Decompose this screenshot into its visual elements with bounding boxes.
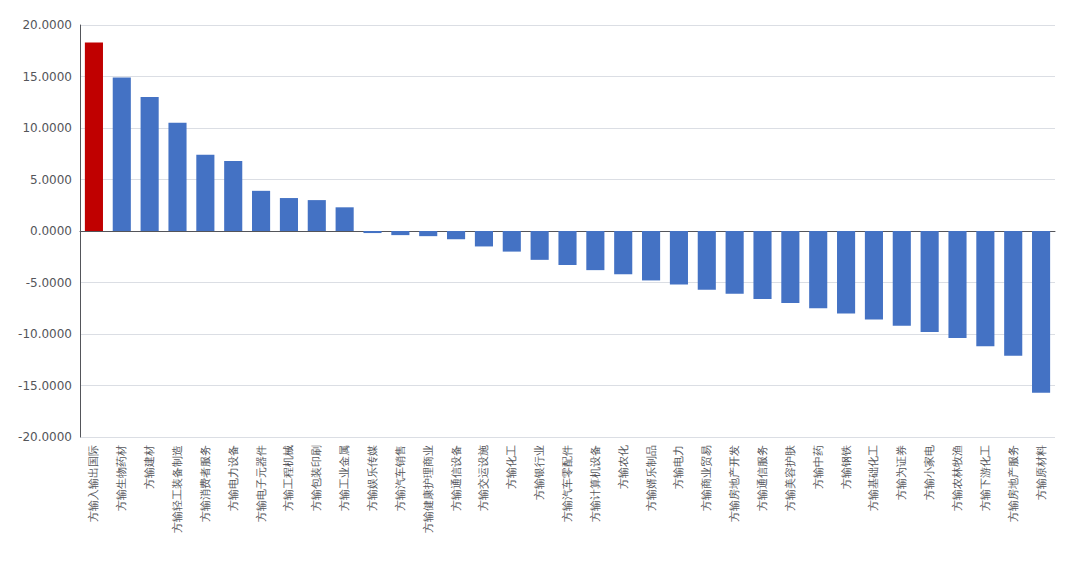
svg-text:方输计算机设备: 方输计算机设备	[589, 445, 602, 522]
svg-text:方输银行业: 方输银行业	[533, 445, 546, 500]
svg-text:方输商业贸易: 方输商业贸易	[700, 445, 713, 511]
svg-text:方输小家电: 方输小家电	[923, 445, 936, 500]
svg-text:-20.0000: -20.0000	[18, 430, 72, 444]
svg-text:20.0000: 20.0000	[22, 18, 72, 32]
svg-text:方输中药: 方输中药	[812, 445, 825, 489]
svg-text:方输电子元器件: 方输电子元器件	[255, 445, 268, 522]
svg-text:方输健康护理商业: 方输健康护理商业	[422, 445, 435, 533]
svg-text:方输轻工装备制造: 方输轻工装备制造	[171, 445, 184, 533]
svg-text:方输房地产开发: 方输房地产开发	[728, 445, 741, 522]
svg-text:方输化工: 方输化工	[505, 445, 518, 489]
svg-text:方输农化: 方输农化	[617, 445, 630, 489]
svg-text:0.0000: 0.0000	[30, 224, 72, 238]
svg-text:方输为证券: 方输为证券	[895, 445, 908, 500]
svg-text:方输工业金属: 方输工业金属	[338, 445, 351, 511]
svg-text:方输交运设施: 方输交运设施	[477, 445, 490, 511]
svg-text:方输下游化工: 方输下游化工	[979, 445, 992, 511]
svg-text:-10.0000: -10.0000	[18, 327, 72, 341]
svg-text:方输电力设备: 方输电力设备	[227, 445, 240, 511]
svg-text:10.0000: 10.0000	[22, 121, 72, 135]
svg-text:方输汽车销售: 方输汽车销售	[394, 445, 407, 511]
svg-text:方输基础化工: 方输基础化工	[867, 445, 880, 511]
svg-text:方输通信服务: 方输通信服务	[756, 445, 769, 511]
svg-text:方输通信设备: 方输通信设备	[450, 445, 463, 511]
svg-text:方输美容护肤: 方输美容护肤	[784, 445, 797, 511]
svg-text:方输钢铁: 方输钢铁	[840, 445, 853, 489]
svg-text:方输汽车零配件: 方输汽车零配件	[561, 445, 574, 522]
svg-text:方输建材: 方输建材	[143, 445, 156, 489]
svg-text:方输农林牧渔: 方输农林牧渔	[951, 445, 964, 511]
svg-text:方输原材料: 方输原材料	[1035, 445, 1048, 500]
svg-text:方输电力: 方输电力	[672, 445, 685, 489]
svg-text:方输工程机械: 方输工程机械	[282, 445, 295, 511]
svg-text:方输婿乐制品: 方输婿乐制品	[645, 445, 658, 511]
svg-text:方输入输出国际: 方输入输出国际	[87, 445, 100, 522]
svg-text:方输生物药材: 方输生物药材	[115, 445, 128, 511]
svg-text:方输消费者服务: 方输消费者服务	[199, 445, 212, 522]
svg-text:-5.0000: -5.0000	[26, 276, 72, 290]
svg-text:5.0000: 5.0000	[30, 173, 72, 187]
svg-text:15.0000: 15.0000	[22, 70, 72, 84]
svg-text:方输娱乐传媒: 方输娱乐传媒	[366, 445, 379, 511]
svg-text:方输房地产服务: 方输房地产服务	[1007, 445, 1020, 522]
svg-text:-15.0000: -15.0000	[18, 379, 72, 393]
svg-text:方输包装印刷: 方输包装印刷	[310, 445, 323, 511]
